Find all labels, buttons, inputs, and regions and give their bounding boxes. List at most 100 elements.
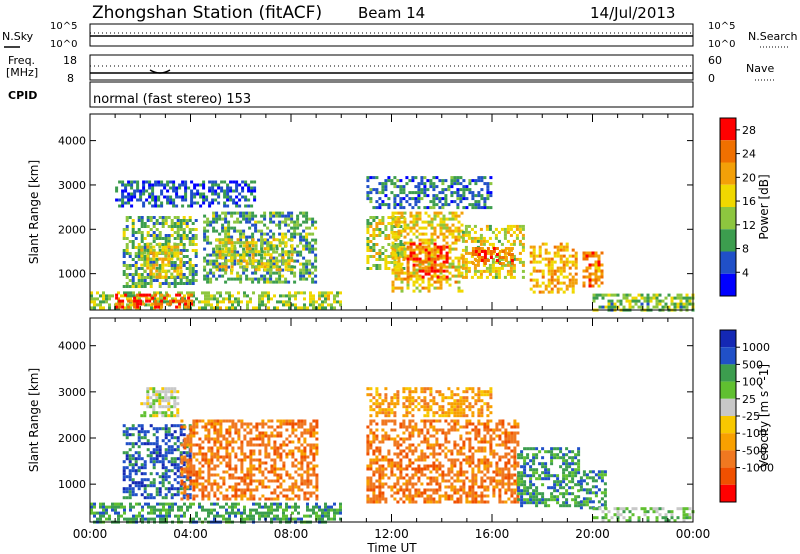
data-cell (176, 251, 180, 255)
data-cell (219, 294, 222, 298)
data-cell (234, 431, 238, 435)
data-cell (179, 451, 183, 455)
data-cell (123, 306, 126, 310)
data-cell (306, 428, 310, 432)
data-cell (399, 497, 403, 501)
data-cell (372, 437, 376, 441)
data-cell (141, 508, 144, 512)
data-cell (161, 457, 165, 461)
data-cell (303, 497, 307, 501)
data-blob (140, 387, 180, 418)
data-cell (290, 265, 294, 269)
data-cell (276, 505, 279, 509)
data-cell (418, 248, 422, 252)
data-cell (420, 428, 424, 432)
data-cell (132, 294, 135, 298)
data-cell (275, 262, 279, 266)
data-cell (278, 223, 282, 227)
data-cell (150, 505, 153, 509)
data-cell (679, 293, 683, 297)
data-cell (230, 256, 234, 260)
data-cell (249, 422, 253, 426)
data-cell (287, 214, 291, 218)
data-cell (408, 431, 412, 435)
data-cell (167, 448, 171, 452)
data-cell (417, 197, 421, 201)
data-cell (448, 226, 452, 230)
data-cell (460, 271, 464, 275)
data-cell (403, 250, 407, 254)
data-cell (462, 185, 466, 189)
data-cell (201, 470, 205, 474)
data-cell (553, 272, 557, 276)
data-cell (415, 257, 419, 261)
data-cell (372, 249, 376, 252)
data-cell (154, 293, 158, 297)
data-cell (296, 244, 300, 248)
data-cell (411, 482, 415, 486)
data-cell (102, 508, 105, 512)
data-cell (457, 280, 461, 284)
data-cell (381, 428, 385, 432)
data-cell (236, 259, 240, 263)
data-cell (405, 182, 409, 186)
data-cell (594, 281, 598, 285)
data-cell (161, 257, 165, 261)
data-cell (394, 220, 398, 224)
data-cell (613, 293, 617, 297)
data-cell (143, 466, 147, 470)
data-cell (146, 219, 150, 222)
data-cell (204, 488, 208, 492)
data-cell (297, 497, 301, 501)
data-cell (125, 490, 129, 494)
data-cell (473, 230, 477, 234)
data-cell (504, 259, 508, 262)
data-cell (439, 229, 443, 233)
data-cell (405, 428, 409, 432)
data-cell (293, 250, 297, 254)
data-cell (236, 277, 240, 281)
data-cell (134, 273, 138, 276)
data-cell (121, 299, 125, 303)
data-cell (216, 422, 220, 426)
data-cell (372, 497, 376, 501)
data-cell (249, 511, 252, 515)
data-cell (408, 479, 412, 483)
data-cell (152, 484, 156, 488)
data-cell (167, 390, 171, 394)
data-cell (467, 233, 471, 237)
data-cell (126, 291, 129, 295)
data-cell (158, 249, 162, 252)
data-cell (273, 473, 277, 477)
data-cell (176, 411, 180, 415)
data-cell (384, 419, 388, 423)
data-cell (90, 300, 93, 304)
data-cell (315, 494, 319, 498)
data-cell (285, 443, 289, 447)
data-cell (375, 188, 379, 192)
data-cell (253, 195, 257, 199)
data-cell (278, 244, 282, 248)
data-cell (165, 502, 168, 506)
data-cell (131, 258, 135, 261)
data-cell (186, 443, 190, 447)
data-cell (267, 437, 271, 441)
data-cell (261, 291, 264, 295)
data-cell (246, 440, 250, 444)
data-cell (137, 481, 141, 485)
data-cell (210, 437, 214, 441)
data-cell (423, 182, 427, 186)
data-cell (215, 259, 219, 263)
data-cell (424, 232, 428, 236)
data-cell (378, 476, 382, 480)
data-cell (108, 517, 111, 521)
data-cell (445, 269, 449, 273)
data-cell (133, 296, 137, 300)
data-cell (491, 269, 495, 273)
data-cell (264, 497, 268, 501)
data-cell (231, 425, 235, 429)
data-cell (312, 419, 316, 423)
data-cell (236, 271, 240, 275)
data-cell (333, 300, 336, 304)
data-cell (411, 179, 415, 183)
